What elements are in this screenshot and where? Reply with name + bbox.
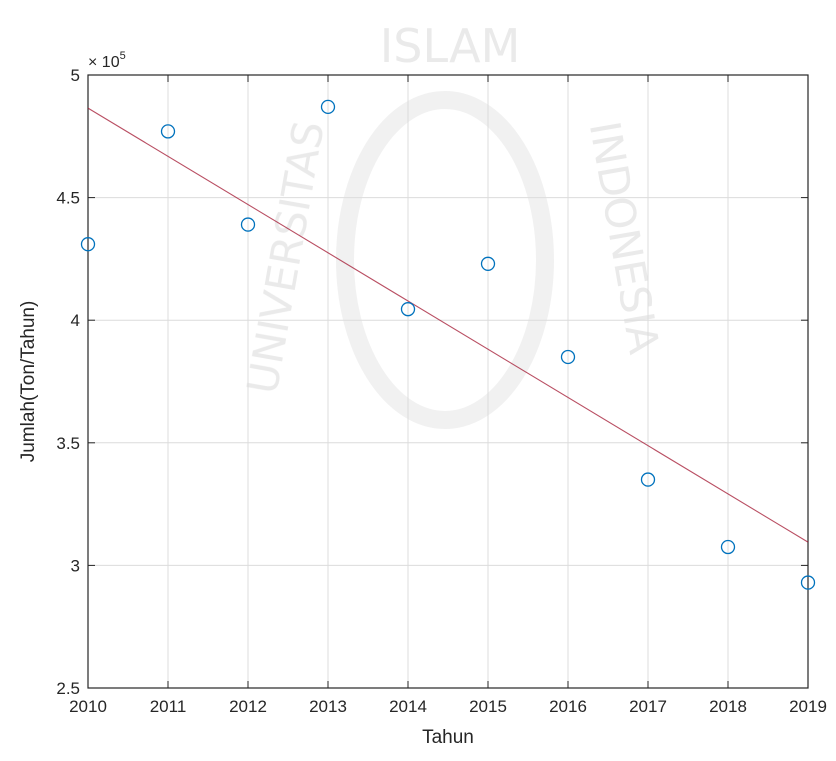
x-tick-label: 2010 <box>69 697 107 716</box>
watermark-text-top: ISLAM <box>380 19 521 73</box>
data-point <box>480 256 496 271</box>
y-tick-label: 5 <box>71 66 80 85</box>
data-point <box>240 217 256 232</box>
x-tick-label: 2013 <box>309 697 347 716</box>
data-point <box>320 99 336 115</box>
watermark-emblem-icon <box>336 91 554 429</box>
y-tick-label: 3 <box>71 556 80 575</box>
data-point <box>640 472 656 487</box>
y-tick-label: 4.5 <box>56 189 80 208</box>
y-tick-label: 3.5 <box>56 434 80 453</box>
data-point <box>160 124 176 139</box>
data-points <box>80 99 816 590</box>
data-point <box>800 575 816 590</box>
trend-line <box>87 107 809 543</box>
data-point <box>720 539 736 555</box>
data-point <box>400 302 416 317</box>
data-point <box>560 349 576 365</box>
watermark-text-left: UNIVERSITAS <box>238 117 334 397</box>
x-tick-label: 2011 <box>150 697 187 716</box>
x-axis-ticks: 2010 2011 2012 2013 2014 2015 2016 2017 2018 2019 <box>69 75 827 716</box>
x-axis-title: Tahun <box>422 727 474 748</box>
x-tick-label: 2015 <box>469 697 507 716</box>
watermark-text-right: INDONESIA <box>580 118 669 358</box>
y-tick-label: 2.5 <box>56 679 80 698</box>
x-tick-label: 2018 <box>709 697 747 716</box>
plot-area <box>87 74 809 689</box>
grid-lines <box>87 74 809 689</box>
x-tick-label: 2012 <box>229 697 267 716</box>
y-axis-exponent: × 105 <box>88 50 126 71</box>
x-tick-label: 2014 <box>389 697 427 716</box>
university-watermark: ISLAM UNIVERSITAS INDONESIA <box>238 19 669 429</box>
y-axis-ticks: 2.5 3 3.5 4 4.5 5 <box>56 66 808 698</box>
y-axis-title: Jumlah(Ton/Tahun) <box>18 301 39 463</box>
x-tick-label: 2016 <box>549 697 587 716</box>
data-point <box>80 237 96 252</box>
x-tick-label: 2019 <box>789 697 827 716</box>
x-tick-label: 2017 <box>629 697 667 716</box>
y-tick-label: 4 <box>71 311 80 330</box>
